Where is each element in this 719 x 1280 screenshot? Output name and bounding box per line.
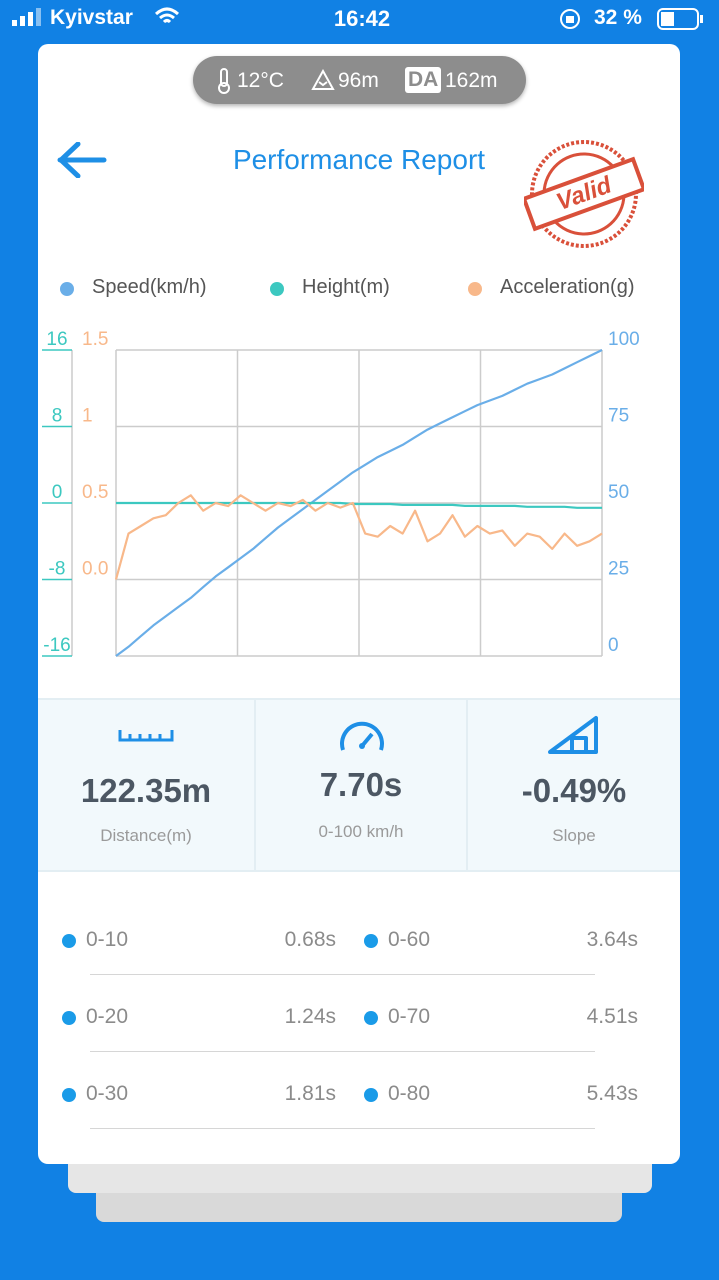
y-tick-label: 0.5 (82, 482, 108, 503)
split-range: 0-30 (86, 1082, 129, 1105)
separator (90, 1128, 595, 1129)
split-dot (62, 1011, 76, 1025)
thermometer-icon (218, 68, 230, 94)
stat-cell: 122.35m Distance(m) (38, 700, 256, 870)
y-tick-label: 100 (608, 329, 640, 350)
legend-dot (468, 282, 482, 296)
conditions-pill: 12°C 96m DA 162m (193, 56, 526, 104)
y-tick-label: 1 (82, 406, 93, 427)
page-title: Performance Report (232, 144, 486, 175)
split-time: 1.81s (284, 1082, 336, 1105)
stat-value: -0.49% (521, 772, 627, 809)
density-altitude: 162m (445, 69, 498, 92)
legend-dot (60, 282, 74, 296)
stat-label: Slope (552, 826, 596, 845)
legend: Speed(km/h) Height(m) Acceleration(g) (38, 276, 680, 306)
chart: 0 25 50 75 100 -16 -8 0 8 16 0.0 0.5 1 1.5 (42, 329, 640, 657)
legend-label: Height(m) (302, 276, 390, 298)
legend-label: Speed(km/h) (92, 276, 207, 298)
stat-cell: 7.70s 0-100 km/h (256, 700, 468, 870)
y-tick-label: -16 (43, 635, 70, 656)
temperature: 12°C (237, 69, 284, 92)
legend-label: Acceleration(g) (500, 276, 635, 298)
stat-cell: -0.49% Slope (468, 700, 680, 870)
status-bar (12, 7, 703, 30)
back-button[interactable] (56, 142, 108, 178)
split-dot (364, 1011, 378, 1025)
split-dot (62, 934, 76, 948)
stats-panel: 122.35m Distance(m) 7.70s 0-100 km/h -0.… (38, 698, 680, 872)
split-range: 0-10 (86, 928, 129, 951)
stat-value: 7.70s (319, 766, 403, 803)
ruler-icon (118, 730, 174, 742)
y-tick-label: 1.5 (82, 329, 108, 350)
y-tick-label: 0.0 (82, 559, 108, 580)
carrier: Kyivstar (50, 6, 133, 29)
y-tick-label: 75 (608, 406, 629, 427)
separator (90, 1051, 595, 1052)
split-time: 5.43s (586, 1082, 638, 1105)
split-dot (62, 1088, 76, 1102)
slope-icon (548, 716, 598, 754)
split-time: 4.51s (586, 1005, 638, 1028)
y-tick-label: 8 (52, 406, 63, 427)
split-time: 0.68s (284, 928, 336, 951)
legend-dot (270, 282, 284, 296)
y-tick-label: 25 (608, 559, 629, 580)
split-dot (364, 1088, 378, 1102)
separator (90, 974, 595, 975)
series-line (115, 349, 603, 657)
valid-stamp: Valid (524, 140, 644, 248)
y-tick-label: 50 (608, 482, 629, 503)
split-list: 0-10 0.68s 0-60 3.64s 0-20 1.24s 0-70 4.51s 0-30… (38, 900, 680, 1164)
gauge-icon (340, 721, 384, 751)
y-tick-label: 0 (52, 482, 63, 503)
series-line (114, 494, 603, 580)
stat-value: 122.35m (80, 772, 212, 809)
battery-level: 32 % (594, 6, 642, 29)
da-badge: DA (405, 67, 442, 93)
mountain-icon (311, 69, 335, 90)
split-time: 3.64s (586, 928, 638, 951)
altitude: 96m (338, 69, 379, 92)
split-dot (364, 934, 378, 948)
clock: 16:42 (333, 6, 391, 31)
y-tick-label: 0 (608, 635, 619, 656)
split-range: 0-80 (388, 1082, 431, 1105)
y-tick-label: -8 (49, 559, 66, 580)
split-range: 0-70 (388, 1005, 431, 1028)
split-range: 0-20 (86, 1005, 129, 1028)
split-time: 1.24s (284, 1005, 336, 1028)
stat-label: Distance(m) (100, 826, 192, 845)
split-range: 0-60 (388, 928, 431, 951)
y-tick-label: 16 (46, 329, 67, 350)
stat-label: 0-100 km/h (318, 822, 404, 841)
